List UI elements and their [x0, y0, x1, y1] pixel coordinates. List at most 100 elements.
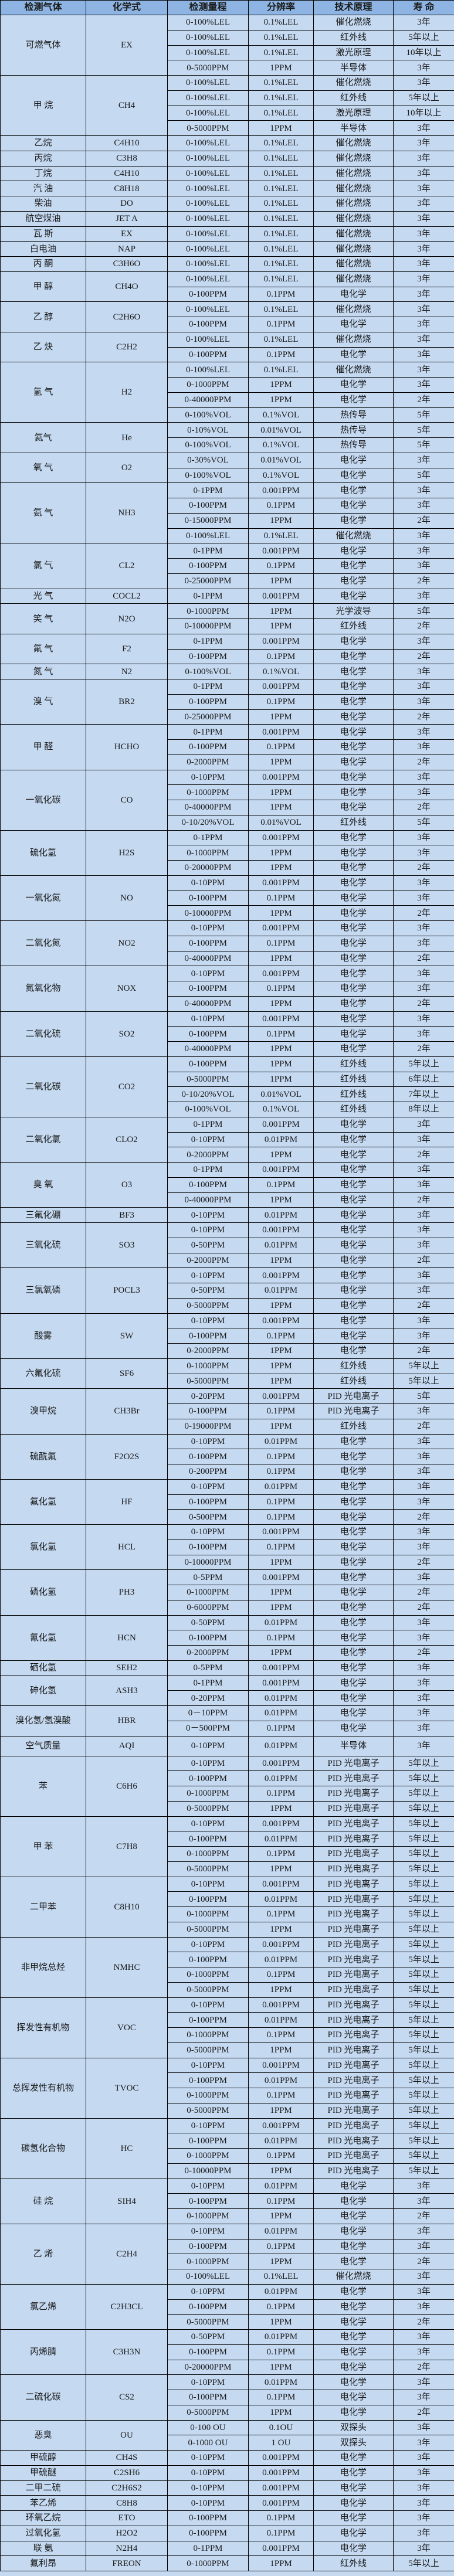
principle-cell: PID 光电离子 — [313, 1952, 394, 1967]
principle-cell: 电化学 — [313, 1433, 394, 1450]
lifespan-cell: 5年以上 — [393, 2088, 454, 2103]
principle-cell: 电化学 — [313, 286, 394, 303]
resolution-cell: 1PPM — [248, 512, 314, 529]
resolution-cell: 0.01%VOL — [248, 1086, 314, 1102]
resolution-cell: 1PPM — [248, 1418, 314, 1435]
table-row: 硒化氢 SEH2 0-5PPM 0.001PPM 电化学 3年 — [0, 1660, 454, 1676]
lifespan-cell: 2年 — [393, 1599, 454, 1616]
principle-cell: 电化学 — [313, 1630, 394, 1646]
principle-cell: 红外线 — [313, 1086, 394, 1102]
resolution-cell: 0.001PPM — [248, 2465, 314, 2481]
principle-cell: PID 光电离子 — [313, 1876, 394, 1892]
range-cell: 0-100%LEL — [167, 331, 249, 348]
lifespan-cell: 5年以上 — [393, 1800, 454, 1817]
principle-cell: 电化学 — [313, 1283, 394, 1299]
resolution-cell: 0.1PPM — [248, 558, 314, 574]
resolution-cell: 1PPM — [248, 1861, 314, 1877]
principle-cell: 电化学 — [313, 2283, 394, 2300]
table-row: 二氧化氯 CLO2 0-1PPM 0.001PPM 电化学 3年 — [0, 1116, 454, 1163]
table-row: 0-10PPM 0.01PPM 电化学 3年 — [1, 1131, 454, 1148]
principle-cell: 电化学 — [313, 2510, 394, 2526]
resolution-cell: 0.1PPM — [248, 1026, 314, 1042]
principle-cell: 电化学 — [313, 679, 394, 695]
range-cell: 0-1PPM — [167, 2540, 249, 2557]
range-cell: 0-100PPM — [167, 694, 249, 710]
resolution-cell: 0.001PPM — [248, 1675, 314, 1691]
range-cell: 0-5000PPM — [167, 1982, 249, 1998]
principle-cell: 电化学 — [313, 512, 394, 529]
principle-cell: 电化学 — [313, 784, 394, 800]
formula-cell: C3H3N — [86, 2329, 168, 2376]
range-cell: 0-5000PPM — [167, 1071, 249, 1088]
table-row: 0-100%LEL 0.1%LEL 激光原理 10年以上 — [1, 45, 454, 61]
resolution-cell: 0.001PPM — [248, 1569, 314, 1585]
range-cell: 0-10PPM — [167, 2480, 249, 2496]
resolution-cell: 1PPM — [248, 2042, 314, 2058]
lifespan-cell: 6年以上 — [393, 1071, 454, 1088]
gas-name-cell: 氮氧化物 — [0, 966, 86, 1012]
principle-cell: 电化学 — [313, 2329, 394, 2345]
range-cell: 0-100%LEL — [167, 165, 249, 182]
principle-cell: 电化学 — [313, 1509, 394, 1525]
table-row: 二硫化碳 CS2 0-10PPM 0.01PPM 电化学 3年 — [0, 2374, 454, 2421]
gas-name-cell: 氰化氢 — [0, 1615, 86, 1661]
formula-cell: C7H8 — [86, 1816, 168, 1877]
principle-cell: PID 光电离子 — [313, 1846, 394, 1862]
lifespan-cell: 2年 — [393, 2254, 454, 2269]
table-row: 0-100PPM 0.1PPM 电化学 3年 — [1, 1494, 454, 1510]
principle-cell: 电化学 — [313, 1147, 394, 1163]
resolution-cell: 0.1PPM — [248, 1464, 314, 1480]
resolution-cell: 0.001PPM — [248, 1936, 314, 1953]
header-range: 检测量程 — [167, 0, 249, 15]
range-cell: 0-500PPM — [167, 1509, 249, 1525]
table-row: 0-100%LEL 0.1%LEL 红外线 5年以上 — [1, 29, 454, 46]
principle-cell: PID 光电离子 — [313, 1982, 394, 1998]
gas-name-cell: 砷化氢 — [0, 1675, 86, 1706]
resolution-cell: 0.01PPM — [248, 1615, 314, 1631]
resolution-cell: 0.1%VOL — [248, 664, 314, 679]
resolution-cell: 1PPM — [248, 1373, 314, 1389]
gas-name-cell: 光 气 — [0, 588, 86, 604]
principle-cell: 红外线 — [313, 1056, 394, 1072]
lifespan-cell: 5年 — [393, 603, 454, 619]
principle-cell: 红外线 — [313, 618, 394, 634]
formula-cell: NAP — [86, 241, 168, 257]
lifespan-cell: 5年以上 — [393, 2027, 454, 2043]
range-cell: 0-100PPM — [167, 2390, 249, 2405]
gas-name-cell: 二氧化碳 — [0, 1056, 86, 1117]
lifespan-cell: 3年 — [393, 331, 454, 348]
resolution-cell: 1PPM — [248, 1252, 314, 1269]
principle-cell: 电化学 — [313, 2480, 394, 2496]
principle-cell: 电化学 — [313, 1011, 394, 1027]
lifespan-cell: 3年 — [393, 286, 454, 303]
lifespan-cell: 3年 — [393, 1177, 454, 1193]
resolution-cell: 0.1PPM — [248, 1449, 314, 1464]
range-cell: 0-50PPM — [167, 1283, 249, 1299]
table-row: 0-19000PPM 1PPM 红外线 2年 — [1, 1418, 454, 1435]
principle-cell: 半导体 — [313, 1735, 394, 1756]
resolution-cell: 0.01PPM — [248, 2374, 314, 2390]
range-cell: 0-10PPM — [167, 2223, 249, 2239]
lifespan-cell: 3年 — [393, 694, 454, 710]
principle-cell: 电化学 — [313, 2465, 394, 2481]
range-cell: 0-100PPM — [167, 2193, 249, 2209]
resolution-cell: 0.001PPM — [248, 724, 314, 740]
resolution-cell: 0.1OU — [248, 2419, 314, 2436]
table-row: 0-10000PPM 1PPM PID 光电离子 5年以上 — [1, 2163, 454, 2179]
principle-cell: 电化学 — [313, 981, 394, 997]
table-row: 0-100PPM 0.1PPM 电化学 3年 — [1, 286, 454, 303]
gas-name-cell: 瓦 斯 — [0, 226, 86, 242]
principle-cell: PID 光电离子 — [313, 1831, 394, 1847]
range-cell: 0-40000PPM — [167, 800, 249, 815]
resolution-cell: 0.1%VOL — [248, 407, 314, 423]
resolution-cell: 0.1PPM — [248, 1630, 314, 1646]
range-cell: 0-10PPM — [167, 769, 249, 786]
range-cell: 0-100PPM — [167, 890, 249, 906]
range-cell: 0-100PPM — [167, 346, 249, 363]
range-cell: 0-100%LEL — [167, 196, 249, 212]
table-row: 环氧乙烷 ETO 0-100PPM 0.1PPM 电化学 3年 — [0, 2510, 454, 2526]
formula-cell: C2H6O — [86, 301, 168, 332]
resolution-cell: 0.1PPM — [248, 1846, 314, 1862]
lifespan-cell: 2年 — [393, 2359, 454, 2376]
range-cell: 0-1PPM — [167, 1116, 249, 1133]
